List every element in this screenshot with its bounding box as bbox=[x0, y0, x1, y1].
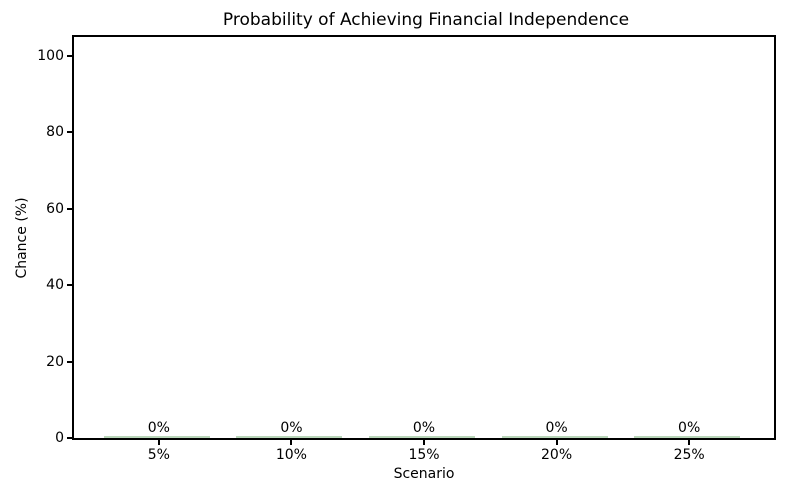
y-tick-label: 60 bbox=[46, 200, 64, 217]
bar bbox=[103, 436, 210, 438]
plot-area bbox=[72, 35, 776, 440]
x-tick-label: 25% bbox=[673, 447, 705, 463]
x-tick-mark bbox=[555, 440, 558, 445]
x-tick-label: 20% bbox=[541, 447, 573, 463]
y-tick-label: 80 bbox=[46, 124, 64, 141]
bar-value-label: 0% bbox=[147, 420, 170, 436]
x-tick-mark bbox=[423, 440, 425, 445]
y-tick-mark bbox=[67, 437, 72, 439]
y-tick-mark bbox=[67, 131, 72, 134]
x-tick-label: 15% bbox=[408, 447, 440, 463]
y-tick-mark bbox=[67, 207, 72, 210]
bar bbox=[236, 436, 343, 438]
bar bbox=[634, 436, 741, 438]
x-tick-mark bbox=[290, 440, 293, 445]
x-tick-label: 5% bbox=[147, 447, 170, 463]
y-tick-label: 40 bbox=[46, 277, 64, 294]
y-tick-label: 20 bbox=[46, 353, 64, 370]
bar-value-label: 0% bbox=[678, 420, 701, 436]
y-tick-label: 100 bbox=[37, 48, 64, 65]
bar bbox=[368, 436, 476, 438]
x-tick-mark bbox=[688, 440, 691, 445]
x-tick-label: 10% bbox=[275, 447, 307, 463]
bar-value-label: 0% bbox=[545, 420, 568, 436]
x-axis-label: Scenario bbox=[393, 466, 455, 482]
y-tick-mark bbox=[67, 55, 72, 58]
bar bbox=[501, 436, 608, 438]
y-tick-mark bbox=[67, 360, 72, 363]
y-tick-mark bbox=[67, 284, 72, 287]
bar-value-label: 0% bbox=[280, 420, 303, 436]
y-tick-label: 0 bbox=[55, 430, 64, 446]
bar-value-label: 0% bbox=[412, 420, 436, 436]
x-tick-mark bbox=[157, 440, 160, 445]
chart-title: Probability of Achieving Financial Indep… bbox=[222, 10, 630, 30]
